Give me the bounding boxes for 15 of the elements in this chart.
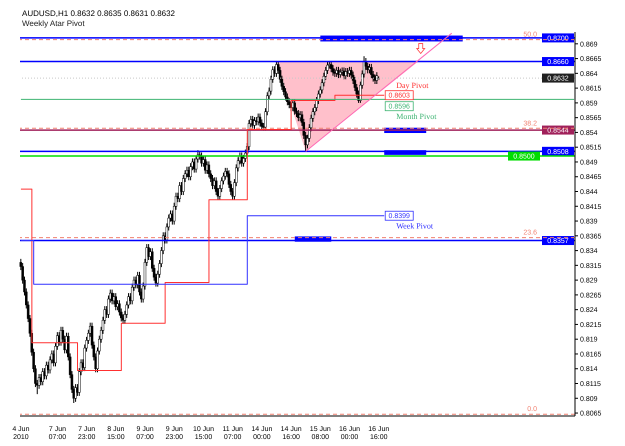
- candlestick: [339, 68, 342, 79]
- candlestick: [337, 66, 340, 79]
- candlestick: [258, 113, 262, 128]
- candlestick: [288, 98, 290, 109]
- candlestick: [182, 174, 185, 196]
- series-label: Week Pivot: [396, 222, 434, 231]
- candlestick: [208, 160, 210, 178]
- candlestick: [297, 109, 300, 122]
- series-label: Month Pivot: [396, 112, 438, 122]
- candlestick: [214, 176, 218, 196]
- series-label: Day Pivot: [396, 81, 430, 90]
- candlestick: [370, 63, 373, 79]
- candlestick: [189, 162, 192, 181]
- chart-subtitle: Weekly Atar Pivot: [22, 19, 86, 29]
- chart-title: AUDUSD,H1 0.8632 0.8635 0.8631 0.8632: [22, 9, 175, 19]
